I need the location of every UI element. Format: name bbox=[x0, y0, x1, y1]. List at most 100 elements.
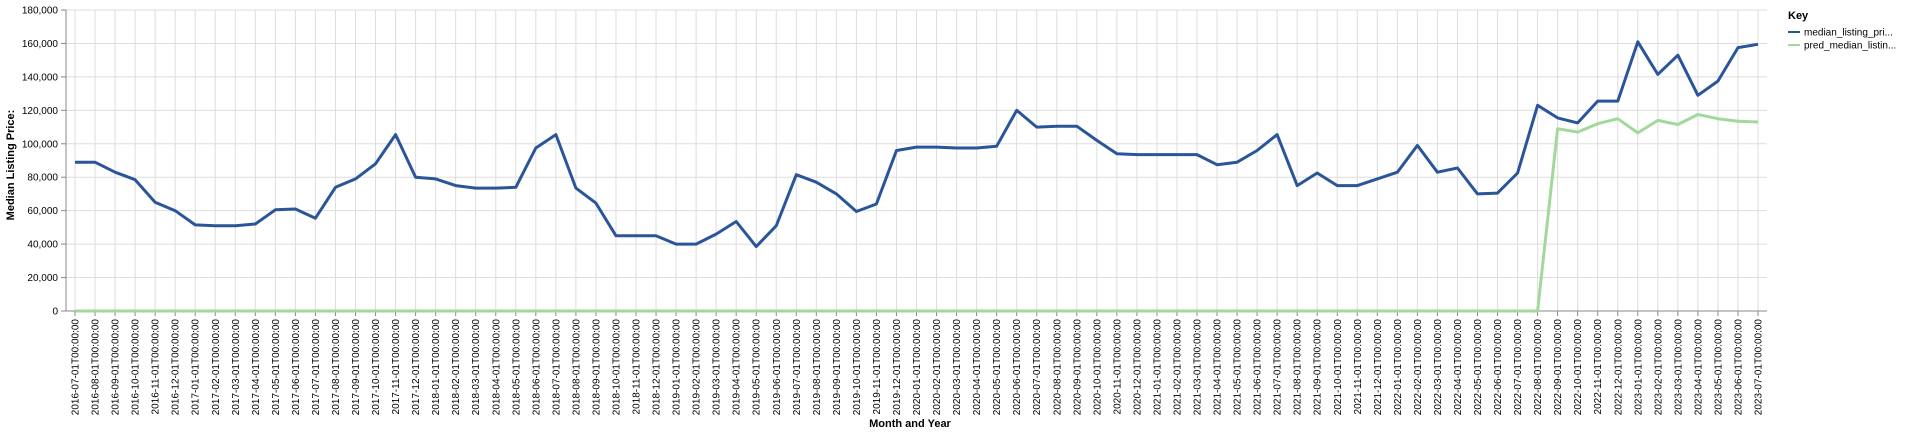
legend-title: Key bbox=[1788, 10, 1809, 22]
x-tick-label: 2023-04-01T00:00:00 bbox=[1693, 319, 1704, 416]
x-tick-label: 2021-03-01T00:00:00 bbox=[1193, 319, 1204, 416]
x-tick-label: 2017-10-01T00:00:00 bbox=[371, 319, 382, 416]
y-tick-label: 180,000 bbox=[22, 6, 59, 17]
x-tick-label: 2021-02-01T00:00:00 bbox=[1172, 319, 1183, 416]
x-tick-label: 2020-11-01T00:00:00 bbox=[1112, 319, 1123, 415]
x-tick-label: 2018-09-01T00:00:00 bbox=[591, 319, 602, 416]
x-tick-label: 2016-11-01T00:00:00 bbox=[151, 319, 162, 415]
x-tick-label: 2018-12-01T00:00:00 bbox=[652, 319, 663, 416]
x-tick-label: 2017-06-01T00:00:00 bbox=[291, 319, 302, 416]
x-tick-label: 2017-03-01T00:00:00 bbox=[231, 319, 242, 416]
x-tick-label: 2018-08-01T00:00:00 bbox=[571, 319, 582, 416]
x-tick-label: 2022-12-01T00:00:00 bbox=[1613, 319, 1624, 416]
x-tick-label: 2020-02-01T00:00:00 bbox=[932, 319, 943, 416]
x-tick-label: 2023-07-01T00:00:00 bbox=[1754, 319, 1765, 416]
x-tick-label: 2023-02-01T00:00:00 bbox=[1653, 319, 1664, 416]
x-tick-label: 2017-07-01T00:00:00 bbox=[311, 319, 322, 416]
x-tick-label: 2019-11-01T00:00:00 bbox=[872, 319, 883, 415]
x-tick-label: 2022-11-01T00:00:00 bbox=[1593, 319, 1604, 415]
x-tick-label: 2020-08-01T00:00:00 bbox=[1052, 319, 1063, 416]
x-tick-label: 2018-03-01T00:00:00 bbox=[471, 319, 482, 416]
x-tick-label: 2018-06-01T00:00:00 bbox=[531, 319, 542, 416]
x-tick-label: 2019-02-01T00:00:00 bbox=[692, 319, 703, 416]
x-tick-label: 2021-06-01T00:00:00 bbox=[1253, 319, 1264, 416]
x-tick-label: 2017-02-01T00:00:00 bbox=[211, 319, 222, 416]
x-tick-label: 2023-03-01T00:00:00 bbox=[1673, 319, 1684, 416]
x-tick-label: 2022-08-01T00:00:00 bbox=[1533, 319, 1544, 416]
y-tick-label: 140,000 bbox=[22, 72, 59, 83]
y-tick-label: 40,000 bbox=[27, 240, 58, 251]
x-tick-label: 2017-08-01T00:00:00 bbox=[331, 319, 342, 416]
x-tick-label: 2016-10-01T00:00:00 bbox=[131, 319, 142, 416]
x-axis-title: Month and Year bbox=[869, 418, 951, 430]
x-tick-label: 2016-12-01T00:00:00 bbox=[171, 319, 182, 416]
x-tick-label: 2017-09-01T00:00:00 bbox=[351, 319, 362, 416]
y-axis-title: Median Listing Price: bbox=[5, 110, 17, 221]
x-tick-label: 2021-10-01T00:00:00 bbox=[1333, 319, 1344, 416]
x-tick-label: 2019-05-01T00:00:00 bbox=[752, 319, 763, 416]
y-tick-label: 100,000 bbox=[22, 139, 59, 150]
x-tick-label: 2020-05-01T00:00:00 bbox=[992, 319, 1003, 416]
x-tick-label: 2018-10-01T00:00:00 bbox=[611, 319, 622, 416]
x-tick-label: 2017-01-01T00:00:00 bbox=[191, 319, 202, 416]
x-tick-label: 2022-01-01T00:00:00 bbox=[1393, 319, 1404, 416]
x-tick-label: 2019-06-01T00:00:00 bbox=[772, 319, 783, 416]
x-tick-label: 2021-01-01T00:00:00 bbox=[1152, 319, 1163, 416]
x-tick-label: 2019-04-01T00:00:00 bbox=[732, 319, 743, 416]
x-tick-label: 2023-05-01T00:00:00 bbox=[1713, 319, 1724, 416]
x-tick-label: 2018-07-01T00:00:00 bbox=[551, 319, 562, 416]
legend-label: median_listing_pri... bbox=[1804, 28, 1893, 39]
x-tick-label: 2021-04-01T00:00:00 bbox=[1213, 319, 1224, 416]
x-tick-label: 2021-12-01T00:00:00 bbox=[1373, 319, 1384, 416]
y-axis: 0 20,000 40,000 60,000 80,000 100,000 120,000 1… bbox=[22, 6, 67, 318]
y-tick-label: 20,000 bbox=[27, 273, 58, 284]
x-axis: 2016-07-01T00:00:00 2016-08-01T00:00:00 20… bbox=[66, 310, 1767, 416]
x-tick-label: 2023-01-01T00:00:00 bbox=[1633, 319, 1644, 416]
x-tick-label: 2017-12-01T00:00:00 bbox=[411, 319, 422, 416]
x-tick-label: 2021-08-01T00:00:00 bbox=[1293, 319, 1304, 416]
y-tick-label: 0 bbox=[52, 307, 58, 318]
x-tick-label: 2020-03-01T00:00:00 bbox=[952, 319, 963, 416]
y-tick-label: 160,000 bbox=[22, 39, 59, 50]
x-tick-label: 2017-05-01T00:00:00 bbox=[271, 319, 282, 416]
y-tick-label: 60,000 bbox=[27, 206, 58, 217]
x-tick-label: 2019-10-01T00:00:00 bbox=[852, 319, 863, 416]
x-tick-label: 2017-04-01T00:00:00 bbox=[251, 319, 262, 416]
x-tick-label: 2021-07-01T00:00:00 bbox=[1273, 319, 1284, 416]
series-lines bbox=[75, 40, 1759, 313]
x-tick-label: 2022-10-01T00:00:00 bbox=[1573, 319, 1584, 416]
series-line-1 bbox=[75, 113, 1759, 313]
x-tick-label: 2022-05-01T00:00:00 bbox=[1473, 319, 1484, 416]
x-tick-label: 2016-09-01T00:00:00 bbox=[111, 319, 122, 416]
x-tick-label: 2022-09-01T00:00:00 bbox=[1553, 319, 1564, 416]
x-tick-label: 2016-08-01T00:00:00 bbox=[91, 319, 102, 416]
y-tick-label: 80,000 bbox=[27, 173, 58, 184]
x-tick-label: 2021-09-01T00:00:00 bbox=[1313, 319, 1324, 416]
x-tick-label: 2018-11-01T00:00:00 bbox=[632, 319, 643, 415]
x-tick-label: 2020-12-01T00:00:00 bbox=[1132, 319, 1143, 416]
x-tick-label: 2021-05-01T00:00:00 bbox=[1233, 319, 1244, 416]
x-tick-label: 2018-02-01T00:00:00 bbox=[451, 319, 462, 416]
legend: Key median_listing_pri... pred_median_lis… bbox=[1788, 10, 1896, 52]
x-tick-label: 2023-06-01T00:00:00 bbox=[1733, 319, 1744, 416]
x-tick-label: 2020-01-01T00:00:00 bbox=[912, 319, 923, 416]
x-tick-label: 2020-10-01T00:00:00 bbox=[1092, 319, 1103, 416]
y-tick-label: 120,000 bbox=[22, 106, 59, 117]
series-line-0 bbox=[75, 40, 1759, 249]
x-tick-label: 2022-04-01T00:00:00 bbox=[1453, 319, 1464, 416]
x-tick-label: 2022-06-01T00:00:00 bbox=[1493, 319, 1504, 416]
x-tick-label: 2020-04-01T00:00:00 bbox=[972, 319, 983, 416]
legend-label: pred_median_listin... bbox=[1804, 41, 1896, 52]
x-tick-label: 2016-07-01T00:00:00 bbox=[71, 319, 82, 416]
x-tick-label: 2021-11-01T00:00:00 bbox=[1353, 319, 1364, 415]
x-tick-label: 2019-07-01T00:00:00 bbox=[792, 319, 803, 416]
x-tick-label: 2019-01-01T00:00:00 bbox=[672, 319, 683, 416]
x-tick-label: 2018-04-01T00:00:00 bbox=[491, 319, 502, 416]
legend-items: median_listing_pri... pred_median_listin.… bbox=[1788, 28, 1896, 52]
x-tick-label: 2018-01-01T00:00:00 bbox=[431, 319, 442, 416]
x-tick-label: 2019-12-01T00:00:00 bbox=[892, 319, 903, 416]
x-tick-label: 2018-05-01T00:00:00 bbox=[511, 319, 522, 416]
x-tick-label: 2020-07-01T00:00:00 bbox=[1032, 319, 1043, 416]
x-tick-label: 2022-07-01T00:00:00 bbox=[1513, 319, 1524, 416]
